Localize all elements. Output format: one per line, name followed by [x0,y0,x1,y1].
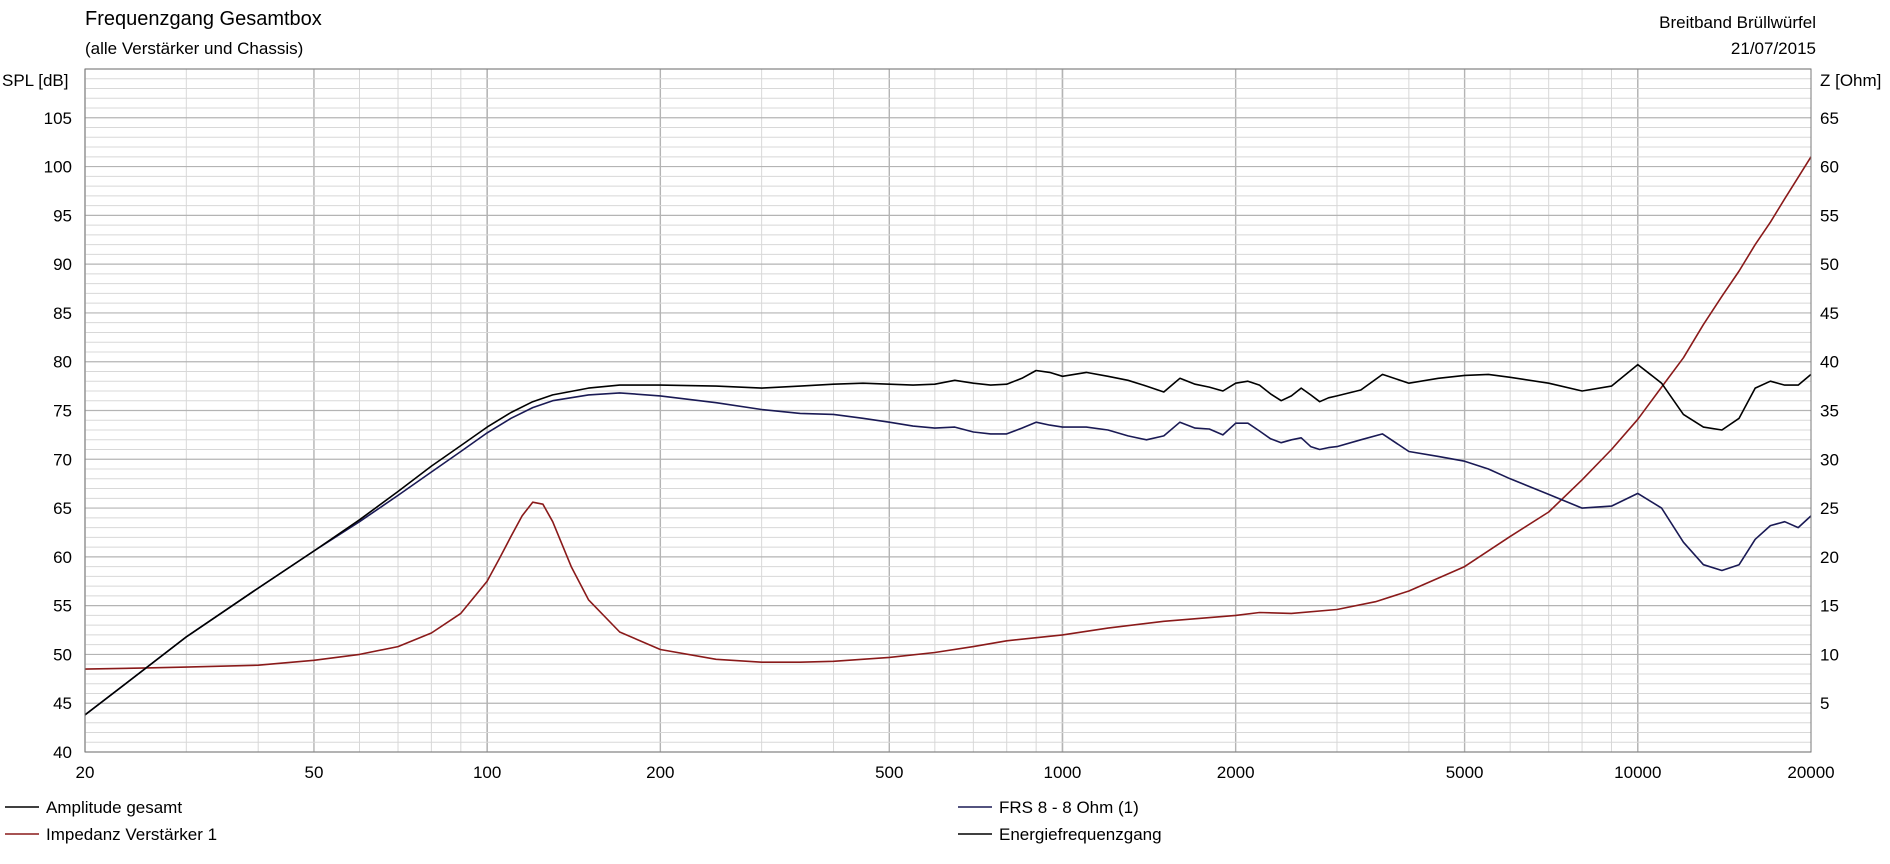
y-left-tick-label: 75 [53,402,72,421]
y-right-tick-label: 40 [1820,353,1839,372]
y-left-tick-label: 60 [53,548,72,567]
y-left-tick-label: 90 [53,255,72,274]
y-right-tick-label: 60 [1820,158,1839,177]
x-tick-label: 1000 [1044,763,1082,782]
y-right-tick-label: 20 [1820,548,1839,567]
y-axis-left-label: SPL [dB] [2,71,68,90]
y-right-tick-label: 15 [1820,597,1839,616]
grid [84,68,1811,753]
y-left-tick-label: 65 [53,499,72,518]
x-tick-label: 200 [646,763,674,782]
y-right-tick-label: 10 [1820,645,1839,664]
y-left-tick-label: 45 [53,694,72,713]
series-line-amplitude-gesamt [84,363,1812,716]
project-date: 21/07/2015 [1731,39,1816,58]
x-tick-label: 50 [304,763,323,782]
plot-frame [84,68,1812,753]
y-left-tick-label: 40 [53,743,72,762]
y-right-tick-label: 45 [1820,304,1839,323]
legend-label: Energiefrequenzgang [999,825,1162,844]
y-right-tick-label: 65 [1820,109,1839,128]
y-axis-right-label: Z [Ohm] [1820,71,1881,90]
chart-subtitle: (alle Verstärker und Chassis) [85,39,303,58]
series-line-frs-8-8-ohm-1 [84,392,1812,716]
legend-label: Amplitude gesamt [46,798,182,817]
y-left-tick-label: 50 [53,645,72,664]
y-left-tick-label: 85 [53,304,72,323]
y-left-tick-label: 70 [53,450,72,469]
y-left-tick-label: 95 [53,206,72,225]
y-left-tick-label: 105 [44,109,72,128]
y-left-tick-label: 100 [44,158,72,177]
y-left-tick-label: 80 [53,353,72,372]
x-tick-label: 5000 [1446,763,1484,782]
axis-tick-labels: 20 50 100 200 500 1000 2000 5000 10000 20000 40 45 5… [44,109,1839,782]
project-name: Breitband Brüllwürfel [1659,13,1816,32]
y-right-tick-label: 55 [1820,206,1839,225]
y-right-tick-label: 5 [1820,694,1829,713]
x-tick-label: 10000 [1614,763,1661,782]
x-tick-label: 2000 [1217,763,1255,782]
y-right-tick-label: 50 [1820,255,1839,274]
y-right-tick-label: 25 [1820,499,1839,518]
x-tick-label: 20000 [1787,763,1834,782]
x-tick-label: 20 [76,763,95,782]
x-tick-label: 500 [875,763,903,782]
y-right-tick-label: 30 [1820,450,1839,469]
y-right-tick-label: 35 [1820,402,1839,421]
legend: Amplitude gesamt Impedanz Verstärker 1 FRS… [5,798,1162,844]
y-left-tick-label: 55 [53,597,72,616]
series-line-impedanz-verst-rker-1 [84,156,1812,670]
legend-label: Impedanz Verstärker 1 [46,825,217,844]
data-series [84,156,1812,716]
legend-label: FRS 8 - 8 Ohm (1) [999,798,1139,817]
chart-title: Frequenzgang Gesamtbox [85,8,322,30]
x-tick-label: 100 [473,763,501,782]
